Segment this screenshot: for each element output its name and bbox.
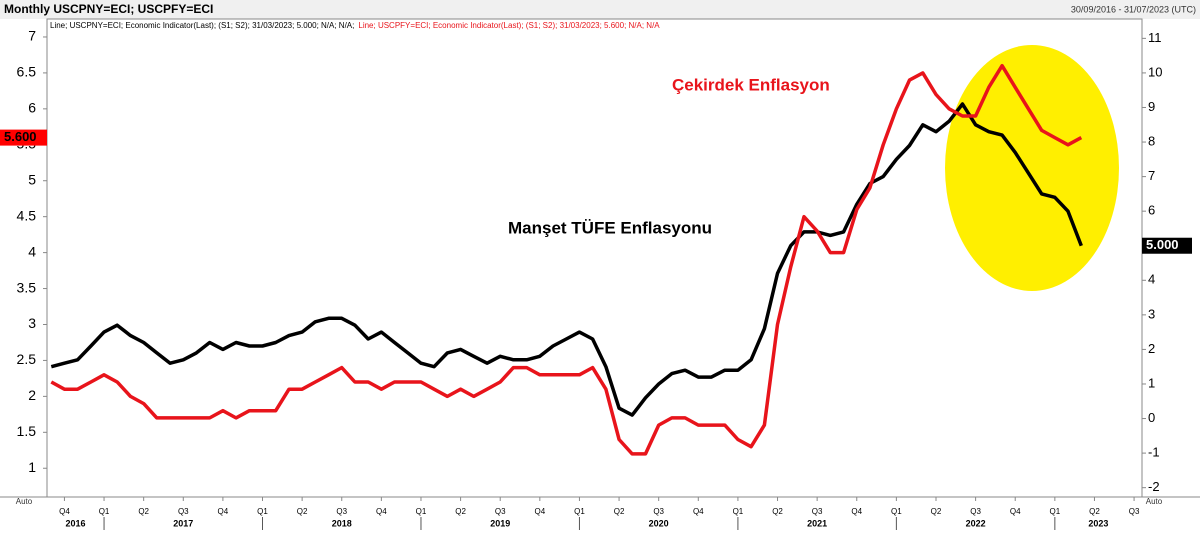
annotation: Çekirdek Enflasyon (672, 75, 830, 94)
x-tick-label: Q4 (534, 507, 545, 516)
x-tick-label: Q3 (1129, 507, 1140, 516)
y2-tick-label: 4 (1148, 272, 1155, 287)
x-tick-label: Q1 (891, 507, 902, 516)
last-value-box (1142, 237, 1192, 254)
y-tick-label: 5 (28, 171, 36, 187)
x-tick-label: Q3 (178, 507, 189, 516)
x-tick-label: Q3 (495, 507, 506, 516)
x-tick-label: Q2 (772, 507, 783, 516)
x-tick-label: Q1 (257, 507, 268, 516)
x-tick-label: Q3 (336, 507, 347, 516)
y-tick-label: 6.5 (17, 64, 37, 80)
x-tick-label: Q4 (59, 507, 70, 516)
year-label: 2017 (173, 518, 193, 528)
header-bar (0, 0, 1200, 19)
x-tick-label: Q2 (138, 507, 149, 516)
x-tick-label: Q3 (812, 507, 823, 516)
y2-tick-label: -1 (1148, 445, 1160, 460)
series-line (50, 102, 1083, 417)
x-tick-label: Q4 (851, 507, 862, 516)
scale-mode: Auto (16, 497, 33, 506)
year-label: 2023 (1088, 518, 1108, 528)
x-tick-label: Q2 (297, 507, 308, 516)
y2-tick-label: 9 (1148, 99, 1155, 114)
y2-tick-label: 2 (1148, 341, 1155, 356)
x-tick-label: Q1 (574, 507, 585, 516)
x-tick-label: Q3 (970, 507, 981, 516)
legend-entry: Line; USCPNY=ECI; Economic Indicator(Las… (50, 21, 354, 30)
highlight-ellipse (945, 45, 1119, 291)
x-tick-label: Q2 (614, 507, 625, 516)
y2-tick-label: 10 (1148, 64, 1162, 79)
legend-entry: Line; USCPFY=ECI; Economic Indicator(Las… (358, 21, 660, 30)
x-tick-label: Q2 (455, 507, 466, 516)
x-tick-label: Q1 (733, 507, 744, 516)
y-tick-label: 3 (28, 315, 36, 331)
scale-mode: Auto (1146, 497, 1163, 506)
y2-tick-label: 0 (1148, 410, 1155, 425)
year-label: 2019 (490, 518, 510, 528)
last-value-tag: 5.600 (0, 129, 47, 146)
last-value-box (0, 129, 47, 146)
x-tick-label: Q1 (99, 507, 110, 516)
x-tick-label: Q4 (693, 507, 704, 516)
y-tick-label: 4.5 (17, 207, 37, 223)
y-tick-label: 7 (28, 28, 36, 44)
x-tick-label: Q2 (931, 507, 942, 516)
y2-tick-label: 8 (1148, 133, 1155, 148)
y2-tick-label: 3 (1148, 306, 1155, 321)
y2-tick-label: 7 (1148, 168, 1155, 183)
date-range: 30/09/2016 - 31/07/2023 (UTC) (1071, 4, 1196, 14)
x-tick-label: Q1 (1050, 507, 1061, 516)
x-tick-label: Q1 (416, 507, 427, 516)
y-tick-label: 1 (28, 459, 36, 475)
y2-tick-label: 11 (1148, 30, 1162, 45)
last-value-label: 5.000 (1146, 237, 1179, 252)
year-label: 2018 (332, 518, 352, 528)
x-tick-label: Q4 (1010, 507, 1021, 516)
year-label: 2021 (807, 518, 827, 528)
y-tick-label: 2 (28, 387, 36, 403)
y2-tick-label: 6 (1148, 203, 1155, 218)
y-tick-label: 3.5 (17, 279, 37, 295)
x-tick-label: Q2 (1089, 507, 1100, 516)
y-tick-label: 6 (28, 100, 36, 116)
y-tick-label: 1.5 (17, 423, 37, 439)
x-tick-label: Q3 (653, 507, 664, 516)
last-value-tag: 5.000 (1142, 237, 1192, 254)
annotation: Manşet TÜFE Enflasyonu (508, 218, 712, 237)
x-tick-label: Q4 (218, 507, 229, 516)
y-tick-label: 4 (28, 243, 36, 259)
year-label: 2020 (649, 518, 669, 528)
year-label: 2022 (966, 518, 986, 528)
legend: Line; USCPNY=ECI; Economic Indicator(Las… (50, 21, 660, 30)
y2-tick-label: -2 (1148, 479, 1160, 494)
last-value-label: 5.600 (4, 129, 37, 144)
chart-title: Monthly USCPNY=ECI; USCPFY=ECI (4, 2, 213, 16)
y-tick-label: 2.5 (17, 351, 37, 367)
y2-tick-label: 1 (1148, 375, 1155, 390)
x-tick-label: Q4 (376, 507, 387, 516)
year-label: 2016 (66, 518, 86, 528)
series-line (50, 63, 1083, 456)
